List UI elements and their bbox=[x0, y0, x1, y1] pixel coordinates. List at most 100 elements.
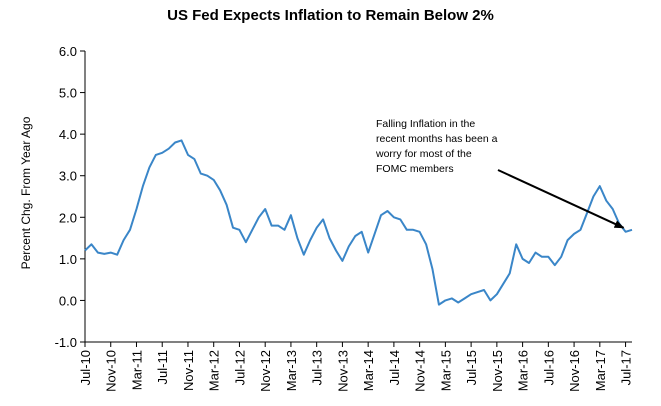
x-tick-label: Nov-14 bbox=[413, 350, 428, 392]
data-point bbox=[140, 184, 145, 189]
data-point bbox=[597, 184, 602, 189]
data-point bbox=[514, 242, 519, 247]
x-tick-label: Jul-14 bbox=[387, 350, 402, 385]
data-point bbox=[340, 258, 345, 263]
data-point bbox=[83, 248, 88, 253]
data-point bbox=[288, 213, 293, 218]
data-point bbox=[424, 242, 429, 247]
data-point bbox=[327, 236, 332, 241]
data-point bbox=[565, 238, 570, 243]
data-point bbox=[391, 215, 396, 220]
y-tick-label: 5.0 bbox=[59, 86, 77, 101]
data-point bbox=[552, 263, 557, 268]
data-point bbox=[102, 251, 107, 256]
y-tick-label: 0.0 bbox=[59, 293, 77, 308]
x-tick-label: Jul-10 bbox=[78, 350, 93, 385]
data-point bbox=[295, 236, 300, 241]
data-point bbox=[153, 152, 158, 157]
data-point bbox=[95, 250, 100, 255]
data-point bbox=[494, 292, 499, 297]
x-tick-label: Jul-13 bbox=[310, 350, 325, 385]
data-point bbox=[462, 296, 467, 301]
data-point bbox=[353, 233, 358, 238]
data-point bbox=[89, 242, 94, 247]
data-point bbox=[224, 202, 229, 207]
x-tick-label: Nov-10 bbox=[104, 350, 119, 392]
x-tick-label: Jul-16 bbox=[541, 350, 556, 385]
data-point bbox=[385, 209, 390, 214]
annotation-line: recent months has been a bbox=[376, 133, 498, 145]
data-point bbox=[366, 250, 371, 255]
data-point bbox=[198, 171, 203, 176]
data-point bbox=[443, 298, 448, 303]
data-point bbox=[559, 254, 564, 259]
data-point bbox=[411, 227, 416, 232]
data-point bbox=[147, 165, 152, 170]
x-tick-label: Mar-17 bbox=[593, 350, 608, 391]
data-point bbox=[456, 300, 461, 305]
data-point bbox=[572, 231, 577, 236]
data-point bbox=[282, 227, 287, 232]
x-tick-label: Mar-11 bbox=[129, 350, 144, 390]
annotation: Falling Inflation in the recent months ha… bbox=[375, 118, 625, 229]
x-tick-label: Mar-15 bbox=[438, 350, 453, 391]
x-tick-label: Jul-11 bbox=[155, 350, 170, 384]
data-point bbox=[604, 198, 609, 203]
data-point bbox=[218, 188, 223, 193]
data-point bbox=[398, 217, 403, 222]
data-point bbox=[211, 177, 216, 182]
y-tick-label: 4.0 bbox=[59, 127, 77, 142]
data-point bbox=[546, 254, 551, 259]
y-tick-label: 6.0 bbox=[59, 44, 77, 59]
data-point bbox=[379, 213, 384, 218]
data-point bbox=[192, 157, 197, 162]
data-point bbox=[623, 229, 628, 234]
data-point bbox=[243, 240, 248, 245]
data-point bbox=[263, 206, 268, 211]
x-tick-label: Nov-12 bbox=[258, 350, 273, 392]
chart-title: US Fed Expects Inflation to Remain Below… bbox=[167, 7, 494, 24]
x-tick-label: Nov-16 bbox=[567, 350, 582, 392]
data-point bbox=[533, 250, 538, 255]
y-tick-label: 3.0 bbox=[59, 169, 77, 184]
data-point bbox=[250, 227, 255, 232]
annotation-line: FOMC members bbox=[376, 163, 454, 175]
data-point bbox=[501, 281, 506, 286]
data-point bbox=[404, 227, 409, 232]
data-point bbox=[308, 238, 313, 243]
data-point bbox=[591, 194, 596, 199]
annotation-line: Falling Inflation in the bbox=[376, 118, 475, 130]
data-point bbox=[333, 248, 338, 253]
data-point bbox=[128, 227, 133, 232]
data-point bbox=[134, 206, 139, 211]
data-point bbox=[205, 173, 210, 178]
data-point bbox=[108, 250, 113, 255]
data-point bbox=[469, 292, 474, 297]
x-tick-label: Jul-12 bbox=[232, 350, 247, 385]
x-tick-label: Nov-11 bbox=[181, 350, 196, 391]
data-point bbox=[430, 267, 435, 272]
data-point bbox=[610, 206, 615, 211]
data-point bbox=[630, 227, 635, 232]
data-point bbox=[314, 225, 319, 230]
series-line bbox=[84, 139, 633, 306]
y-axis-label: Percent Chg. From Year Ago bbox=[19, 116, 33, 269]
y-tick-label: 2.0 bbox=[59, 210, 77, 225]
data-point bbox=[488, 298, 493, 303]
data-point bbox=[321, 217, 326, 222]
x-tick-label: Mar-16 bbox=[516, 350, 531, 391]
data-point bbox=[359, 229, 364, 234]
data-point bbox=[276, 223, 281, 228]
y-tick-label: -1.0 bbox=[55, 335, 77, 350]
data-point bbox=[346, 244, 351, 249]
x-tick-label: Mar-12 bbox=[207, 350, 222, 391]
data-point bbox=[115, 252, 120, 257]
data-point bbox=[179, 138, 184, 143]
y-axis: -1.0 0.0 1.0 2.0 3.0 4.0 5.0 6.0 bbox=[55, 44, 86, 350]
data-point bbox=[185, 152, 190, 157]
data-point bbox=[301, 252, 306, 257]
data-point bbox=[417, 229, 422, 234]
series-group bbox=[83, 138, 635, 307]
data-point bbox=[436, 302, 441, 307]
